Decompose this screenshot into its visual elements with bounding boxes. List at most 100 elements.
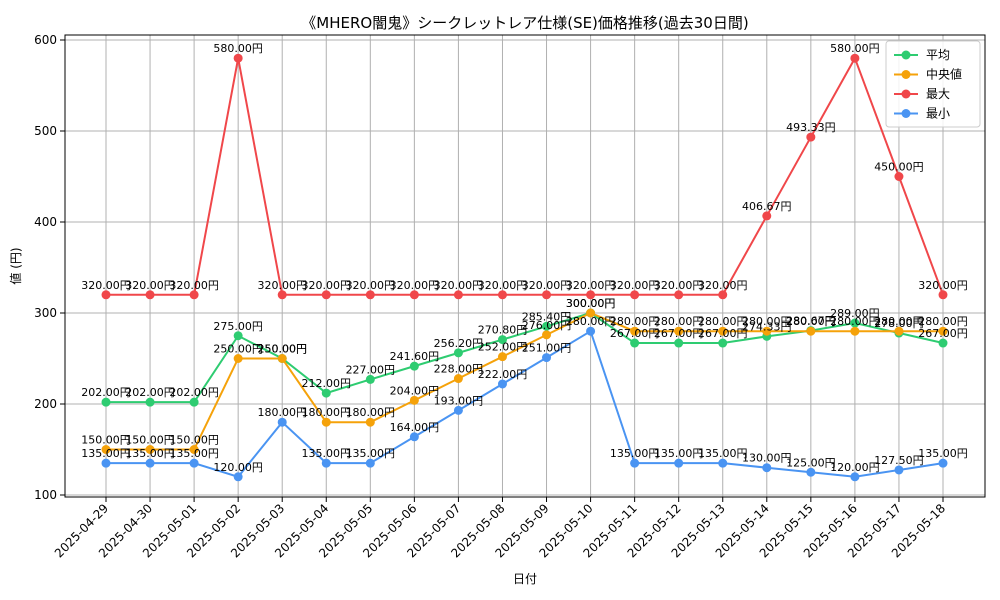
data-point: [145, 458, 155, 468]
data-label: 135.00円: [169, 447, 219, 460]
data-point: [497, 352, 507, 362]
data-label: 275.00円: [213, 320, 263, 333]
data-label: 202.00円: [125, 386, 175, 399]
data-point: [806, 467, 816, 477]
data-label: 135.00円: [302, 447, 352, 460]
data-label: 580.00円: [830, 42, 880, 55]
data-point: [630, 338, 640, 348]
legend-marker: [901, 50, 911, 60]
data-label: 180.00円: [257, 406, 307, 419]
data-label: 267.00円: [654, 327, 704, 340]
data-point: [762, 211, 772, 221]
data-label: 193.00円: [434, 394, 484, 407]
data-label: 320.00円: [257, 279, 307, 292]
data-label: 280.00円: [918, 315, 968, 328]
data-point: [189, 397, 199, 407]
data-point: [586, 308, 596, 318]
series-line: [106, 329, 944, 478]
data-label: 135.00円: [610, 447, 660, 460]
data-point: [277, 354, 287, 363]
data-label: 125.00円: [786, 456, 836, 469]
data-label: 280.67円: [786, 315, 836, 328]
data-point: [453, 405, 463, 415]
y-tick-label: 500: [34, 124, 57, 138]
data-point: [630, 458, 640, 468]
data-label: 250.00円: [257, 343, 307, 356]
data-label: 289.00円: [830, 307, 880, 320]
data-point: [850, 326, 860, 336]
data-point: [718, 326, 728, 336]
series-line: [106, 311, 943, 451]
data-point: [894, 465, 904, 475]
data-label: 276.00円: [522, 319, 572, 332]
data-label: 150.00円: [169, 434, 219, 447]
data-label: 135.00円: [125, 447, 175, 460]
data-point: [497, 290, 507, 300]
data-label: 251.00円: [522, 342, 572, 355]
data-label: 135.00円: [654, 447, 704, 460]
data-label: 120.00円: [213, 461, 263, 474]
legend-marker: [901, 70, 911, 79]
y-tick-label: 400: [34, 215, 57, 229]
series-line: [106, 55, 944, 296]
data-point: [145, 290, 155, 300]
data-label: 280.00円: [742, 315, 792, 328]
data-label: 280.00円: [654, 315, 704, 328]
data-label: 274.33円: [742, 320, 792, 333]
data-label: 135.00円: [346, 447, 396, 460]
data-label: 320.00円: [654, 279, 704, 292]
data-point: [233, 331, 243, 341]
data-point: [189, 445, 199, 454]
data-label: 280.00円: [786, 315, 836, 328]
data-label: 202.00円: [81, 386, 131, 399]
data-label: 150.00円: [81, 434, 131, 447]
data-point: [409, 432, 419, 442]
data-point: [586, 290, 596, 300]
data-point: [145, 445, 155, 454]
data-point: [542, 330, 552, 340]
data-point: [365, 374, 375, 384]
data-label: 135.00円: [81, 447, 131, 460]
data-point: [938, 338, 948, 348]
data-label: 256.20円: [434, 337, 484, 350]
data-label: 127.50円: [874, 454, 924, 467]
data-label: 250.00円: [257, 343, 307, 356]
data-point: [850, 318, 860, 328]
data-label: 280.00円: [874, 315, 924, 328]
data-point: [453, 374, 463, 384]
data-label: 320.00円: [346, 279, 396, 292]
data-point: [321, 458, 331, 468]
data-point: [277, 417, 287, 427]
data-point: [718, 458, 728, 468]
data-label: 252.00円: [478, 341, 528, 354]
data-label: 280.00円: [566, 315, 616, 328]
data-point: [630, 326, 640, 336]
data-point: [453, 348, 463, 358]
data-point: [101, 458, 111, 468]
data-label: 222.00円: [478, 368, 528, 381]
data-label: 320.00円: [918, 279, 968, 292]
data-point: [453, 290, 463, 300]
data-label: 300.00円: [566, 297, 616, 310]
data-label: 270.80円: [478, 324, 528, 337]
data-label: 267.00円: [698, 327, 748, 340]
data-label: 241.60円: [390, 350, 440, 363]
data-point: [365, 290, 375, 300]
data-point: [762, 326, 772, 336]
data-label: 212.00円: [302, 377, 352, 390]
data-point: [806, 132, 816, 142]
data-label: 180.00円: [346, 406, 396, 419]
legend-label: 最大: [926, 87, 950, 101]
data-point: [542, 353, 552, 363]
data-label: 267.00円: [918, 327, 968, 340]
data-point: [718, 338, 728, 348]
data-point: [762, 463, 772, 473]
data-point: [233, 53, 243, 63]
data-point: [542, 290, 552, 300]
data-point: [101, 445, 111, 454]
data-label: 320.00円: [125, 279, 175, 292]
data-point: [806, 326, 816, 336]
data-point: [145, 397, 155, 407]
data-point: [674, 458, 684, 468]
